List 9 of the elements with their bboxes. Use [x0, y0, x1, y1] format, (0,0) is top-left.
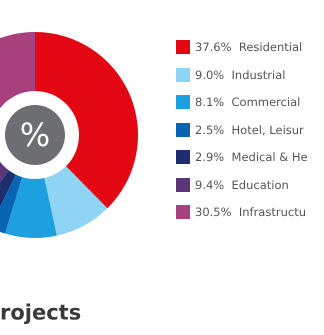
- text: rojects: [0, 300, 82, 324]
- legend-label: 30.5% Infrastructu: [195, 205, 306, 219]
- legend-label: 2.5% Hotel, Leisur: [195, 122, 304, 136]
- legend-label: 9.0% Industrial: [195, 68, 286, 82]
- legend-label: 8.1% Commercial: [195, 95, 300, 109]
- legend-label: 37.6% Residential: [195, 40, 302, 54]
- legend-label: 9.4% Education: [195, 178, 289, 192]
- circle-badge: %: [5, 105, 65, 165]
- legend-label: 2.9% Medical & He: [195, 150, 308, 164]
